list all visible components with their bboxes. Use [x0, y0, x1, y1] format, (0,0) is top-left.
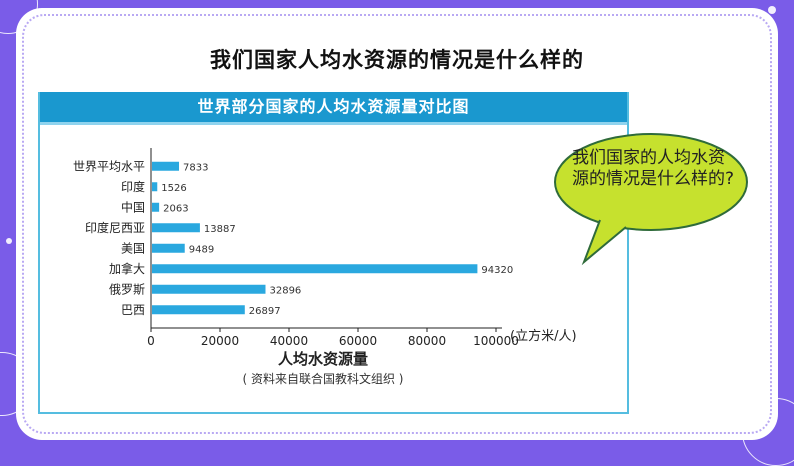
data-label: 26897 [249, 306, 281, 317]
bar-chart: 世界平均水平 7833 印度 1526 中国 2063 印度尼西亚 13887 美国 9489 加拿… [73, 148, 577, 386]
data-label: 32896 [269, 285, 301, 296]
dotted-frame [22, 14, 772, 434]
bar [152, 264, 478, 274]
bar [152, 243, 185, 253]
data-label: 2063 [163, 203, 188, 214]
x-tick-label: 100000 [473, 334, 519, 348]
category-label: 美国 [121, 241, 145, 255]
bar [152, 284, 266, 294]
category-label: 世界平均水平 [73, 159, 145, 173]
source-note: ( 资料来自联合国教科文组织 ) [243, 371, 404, 386]
data-label: 94320 [481, 265, 513, 276]
slide-title: 我们国家人均水资源的情况是什么样的 [210, 48, 584, 72]
speech-bubble-tail [581, 219, 627, 266]
x-tick-label: 0 [147, 334, 155, 348]
x-tick-label: 80000 [408, 334, 446, 348]
unit-label: (立方米/人) [510, 328, 577, 344]
x-tick-label: 60000 [339, 334, 377, 348]
speech-bubble [554, 133, 748, 266]
category-label: 印度 [121, 179, 145, 194]
bar [152, 161, 180, 171]
decorative-dot [768, 6, 776, 14]
category-label: 印度尼西亚 [85, 220, 145, 235]
x-axis-title: 人均水资源量 [278, 350, 368, 368]
chart-panel: 世界部分国家的人均水资源量对比图 世界平均水平 7833 印度 1526 中国 2063 印… [38, 92, 629, 414]
x-tick-label: 20000 [201, 334, 239, 348]
bar [152, 223, 200, 233]
data-label: 1526 [161, 183, 186, 194]
category-label: 俄罗斯 [109, 282, 145, 296]
speech-bubble-shape [554, 133, 748, 231]
category-label: 巴西 [121, 303, 145, 317]
chart-title: 世界部分国家的人均水资源量对比图 [40, 92, 627, 122]
data-label: 7833 [183, 162, 208, 173]
x-tick-label: 40000 [270, 334, 308, 348]
decorative-dot [6, 238, 12, 244]
bar [152, 305, 245, 315]
speech-bubble-text: 我们国家的人均水资源的情况是什么样的? [572, 148, 735, 189]
category-label: 中国 [121, 199, 145, 214]
category-label: 加拿大 [109, 261, 145, 276]
bar [152, 202, 160, 212]
bar [152, 182, 158, 192]
data-label: 9489 [189, 244, 214, 255]
data-label: 13887 [204, 224, 236, 235]
